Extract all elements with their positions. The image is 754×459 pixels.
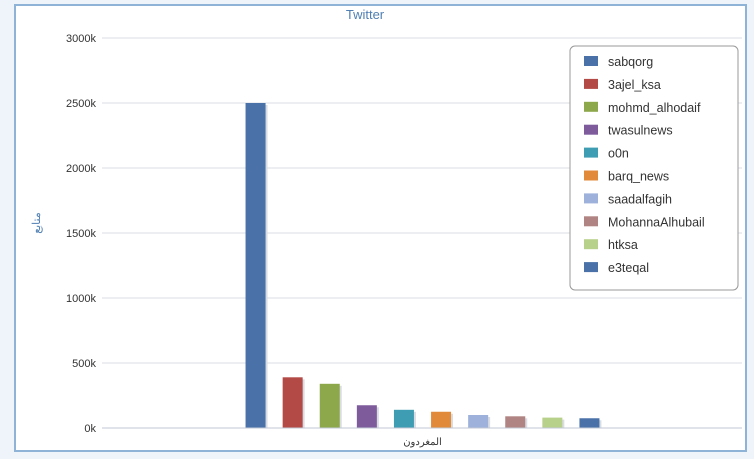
legend-label: twasulnews <box>608 124 673 138</box>
y-tick-label: 1500k <box>66 228 96 240</box>
bar <box>579 418 600 428</box>
y-tick-label: 500k <box>72 358 96 370</box>
legend-swatch <box>584 262 598 273</box>
bars <box>245 103 602 428</box>
legend-swatch <box>584 56 598 66</box>
bar <box>356 405 377 428</box>
bar <box>282 377 303 428</box>
bar <box>505 416 526 428</box>
legend-label: e3teqal <box>608 261 649 275</box>
legend: sabqorg 3ajel_ksa mohmd_alhodaif twasulnews… <box>569 45 739 291</box>
legend-label: o0n <box>608 147 629 161</box>
legend-label: MohannaAlhubail <box>608 215 705 229</box>
bar <box>319 383 340 428</box>
x-category-label: المغردون <box>403 437 442 448</box>
legend-swatch <box>584 101 598 112</box>
gridlines <box>102 37 742 364</box>
legend-label: saadalfagih <box>608 192 672 206</box>
legend-swatch <box>584 170 598 181</box>
chart-panel: Twitter متابع 0k 500k 1000k 1500k 2000k 2500k… <box>14 4 747 452</box>
y-axis-ticks: 0k 500k 1000k 1500k 2000k 2500k 3000k <box>66 33 96 435</box>
legend-swatch <box>584 147 598 158</box>
legend-label: mohmd_alhodaif <box>608 101 701 115</box>
y-tick-label: 2500k <box>66 98 96 110</box>
legend-swatch <box>584 193 598 204</box>
bar <box>431 411 452 428</box>
y-tick-label: 1000k <box>66 293 96 305</box>
bar <box>245 103 266 428</box>
legend-swatch <box>584 78 598 89</box>
legend-box <box>569 45 739 291</box>
y-tick-label: 3000k <box>66 33 96 45</box>
legend-label: htksa <box>608 238 638 252</box>
legend-label: barq_news <box>608 170 669 184</box>
y-axis-label: متابع <box>31 212 43 234</box>
y-tick-label: 0k <box>84 423 96 435</box>
bar <box>468 415 489 428</box>
legend-label: 3ajel_ksa <box>608 78 661 92</box>
x-axis-categories: المغردون <box>403 437 442 448</box>
bar <box>393 409 414 428</box>
bar <box>542 417 563 428</box>
legend-swatch <box>584 124 598 135</box>
chart-title: Twitter <box>346 7 385 22</box>
y-tick-label: 2000k <box>66 163 96 175</box>
legend-swatch <box>584 216 598 227</box>
bar-chart: Twitter متابع 0k 500k 1000k 1500k 2000k 2500k… <box>31 7 742 448</box>
legend-swatch <box>584 239 598 250</box>
legend-label: sabqorg <box>608 55 653 69</box>
